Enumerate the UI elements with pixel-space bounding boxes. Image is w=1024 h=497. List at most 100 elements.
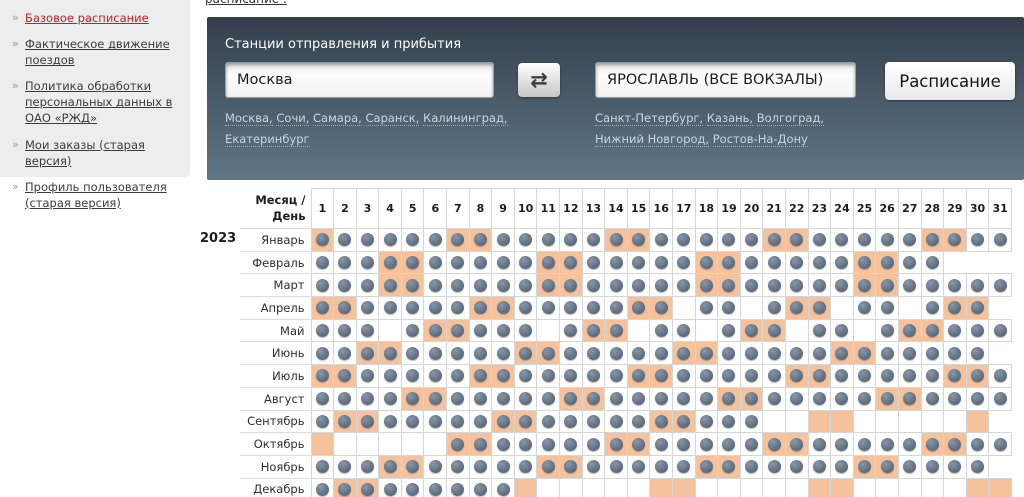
day-cell[interactable] xyxy=(649,273,673,298)
station-suggestion-link[interactable]: Санкт-Петербург, xyxy=(595,111,704,126)
day-cell[interactable] xyxy=(378,409,402,434)
day-cell[interactable] xyxy=(581,228,606,252)
day-cell[interactable] xyxy=(649,432,673,456)
day-cell[interactable] xyxy=(355,477,380,497)
day-cell[interactable] xyxy=(762,318,786,343)
day-cell[interactable] xyxy=(491,250,515,275)
day-cell[interactable] xyxy=(943,432,967,456)
day-cell[interactable] xyxy=(694,341,719,366)
day-cell[interactable] xyxy=(355,273,380,298)
day-cell[interactable] xyxy=(694,273,719,298)
day-cell[interactable] xyxy=(694,250,719,275)
day-cell[interactable] xyxy=(513,409,538,434)
day-cell[interactable] xyxy=(468,386,493,411)
day-cell[interactable] xyxy=(739,364,764,388)
day-cell[interactable] xyxy=(694,364,719,388)
schedule-button[interactable]: Расписание xyxy=(885,62,1015,100)
day-cell[interactable] xyxy=(965,318,990,343)
day-cell[interactable] xyxy=(988,318,1012,343)
day-cell[interactable] xyxy=(830,364,854,388)
day-cell[interactable] xyxy=(513,341,538,366)
day-cell[interactable] xyxy=(491,318,515,343)
sidebar-item-my-orders[interactable]: » Мои заказы (старая версия) xyxy=(12,137,182,169)
day-cell[interactable] xyxy=(310,454,335,479)
day-cell[interactable] xyxy=(400,364,425,388)
day-cell[interactable] xyxy=(943,386,967,411)
day-cell[interactable] xyxy=(333,477,357,497)
day-cell[interactable] xyxy=(400,386,425,411)
day-cell[interactable] xyxy=(784,386,809,411)
clipped-link-fragment[interactable]: расписание . xyxy=(205,0,287,6)
day-cell[interactable] xyxy=(649,364,673,388)
day-cell[interactable] xyxy=(875,432,899,456)
day-cell[interactable] xyxy=(400,318,425,343)
day-cell[interactable] xyxy=(897,250,922,275)
day-cell[interactable] xyxy=(310,318,335,343)
day-cell[interactable] xyxy=(491,228,515,252)
station-suggestion-link[interactable]: Ростов-На-Дону xyxy=(712,131,808,147)
day-cell[interactable] xyxy=(581,364,606,388)
day-cell[interactable] xyxy=(920,250,945,275)
sidebar-item-privacy-policy[interactable]: » Политика обработки персональных данных… xyxy=(12,78,182,126)
day-cell[interactable] xyxy=(378,477,402,497)
day-cell[interactable] xyxy=(649,341,673,366)
day-cell[interactable] xyxy=(626,409,651,434)
day-cell[interactable] xyxy=(965,432,990,456)
day-cell[interactable] xyxy=(468,250,493,275)
day-cell[interactable] xyxy=(830,228,854,252)
day-cell[interactable] xyxy=(717,454,741,479)
day-cell[interactable] xyxy=(897,432,922,456)
day-cell[interactable] xyxy=(807,364,832,388)
day-cell[interactable] xyxy=(423,296,448,320)
day-cell[interactable] xyxy=(943,454,967,479)
day-cell[interactable] xyxy=(807,432,832,456)
day-cell[interactable] xyxy=(581,386,606,411)
day-cell[interactable] xyxy=(920,318,945,343)
day-cell[interactable] xyxy=(333,341,357,366)
day-cell[interactable] xyxy=(536,409,561,434)
day-cell[interactable] xyxy=(739,432,764,456)
day-cell[interactable] xyxy=(875,318,899,343)
day-cell[interactable] xyxy=(807,250,832,275)
day-cell[interactable] xyxy=(717,296,741,320)
day-cell[interactable] xyxy=(694,454,719,479)
day-cell[interactable] xyxy=(830,318,854,343)
sidebar-item-actual-train-movement[interactable]: » Фактическое движение поездов xyxy=(12,36,182,68)
day-cell[interactable] xyxy=(988,386,1012,411)
day-cell[interactable] xyxy=(468,228,493,252)
station-suggestion-link[interactable]: Казань, xyxy=(706,111,754,126)
day-cell[interactable] xyxy=(694,228,719,252)
day-cell[interactable] xyxy=(513,386,538,411)
day-cell[interactable] xyxy=(965,228,990,252)
day-cell[interactable] xyxy=(717,432,741,456)
day-cell[interactable] xyxy=(310,273,335,298)
day-cell[interactable] xyxy=(739,454,764,479)
day-cell[interactable] xyxy=(988,432,1012,456)
day-cell[interactable] xyxy=(333,250,357,275)
day-cell[interactable] xyxy=(559,386,583,411)
day-cell[interactable] xyxy=(446,477,470,497)
day-cell[interactable] xyxy=(446,409,470,434)
day-cell[interactable] xyxy=(875,341,899,366)
day-cell[interactable] xyxy=(626,228,651,252)
day-cell[interactable] xyxy=(333,296,357,320)
day-cell[interactable] xyxy=(423,273,448,298)
day-cell[interactable] xyxy=(581,341,606,366)
day-cell[interactable] xyxy=(649,454,673,479)
day-cell[interactable] xyxy=(694,296,719,320)
day-cell[interactable] xyxy=(604,273,628,298)
day-cell[interactable] xyxy=(581,318,606,343)
day-cell[interactable] xyxy=(513,228,538,252)
day-cell[interactable] xyxy=(920,228,945,252)
day-cell[interactable] xyxy=(717,318,741,343)
day-cell[interactable] xyxy=(446,454,470,479)
day-cell[interactable] xyxy=(717,273,741,298)
day-cell[interactable] xyxy=(355,364,380,388)
day-cell[interactable] xyxy=(965,364,990,388)
day-cell[interactable] xyxy=(491,341,515,366)
day-cell[interactable] xyxy=(355,228,380,252)
day-cell[interactable] xyxy=(355,386,380,411)
day-cell[interactable] xyxy=(400,250,425,275)
sidebar-item-base-schedule[interactable]: » Базовое расписание xyxy=(12,10,182,26)
day-cell[interactable] xyxy=(468,341,493,366)
